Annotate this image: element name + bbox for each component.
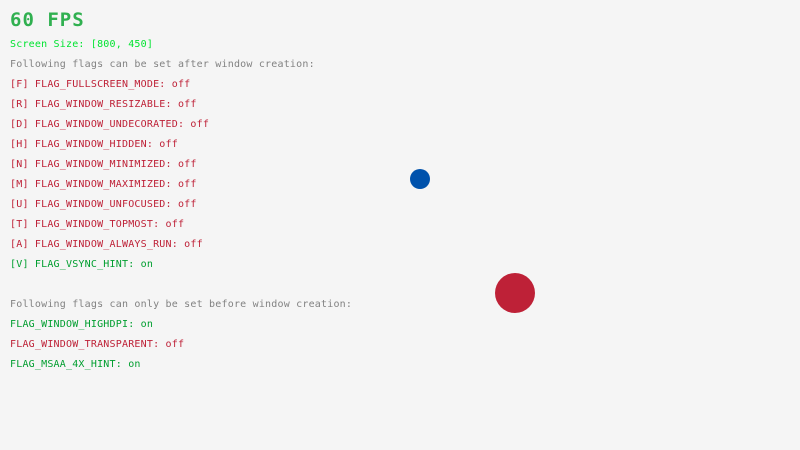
flag-status-after-5: [M] FLAG_WINDOW_MAXIMIZED: off (10, 179, 197, 190)
flag-status-after-1: [R] FLAG_WINDOW_RESIZABLE: off (10, 99, 197, 110)
flag-status-after-2: [D] FLAG_WINDOW_UNDECORATED: off (10, 119, 210, 130)
after-creation-header: Following flags can be set after window … (10, 59, 315, 70)
flag-status-after-3: [H] FLAG_WINDOW_HIDDEN: off (10, 139, 178, 150)
flag-status-after-9: [V] FLAG_VSYNC_HINT: on (10, 259, 154, 270)
red-ball (495, 273, 535, 313)
blue-ball (410, 169, 430, 189)
flag-status-after-6: [U] FLAG_WINDOW_UNFOCUSED: off (10, 199, 197, 210)
flag-status-after-7: [T] FLAG_WINDOW_TOPMOST: off (10, 219, 185, 230)
flag-status-after-8: [A] FLAG_WINDOW_ALWAYS_RUN: off (10, 239, 203, 250)
before-creation-header: Following flags can only be set before w… (10, 299, 353, 310)
flag-status-after-0: [F] FLAG_FULLSCREEN_MODE: off (10, 79, 191, 90)
flag-status-after-4: [N] FLAG_WINDOW_MINIMIZED: off (10, 159, 197, 170)
screen-size-text: Screen Size: [800, 450] (10, 39, 154, 50)
flag-status-before-2: FLAG_MSAA_4X_HINT: on (10, 359, 141, 370)
fps-counter: 60 FPS (10, 9, 85, 31)
flag-status-before-0: FLAG_WINDOW_HIGHDPI: on (10, 319, 154, 330)
flag-status-before-1: FLAG_WINDOW_TRANSPARENT: off (10, 339, 185, 350)
